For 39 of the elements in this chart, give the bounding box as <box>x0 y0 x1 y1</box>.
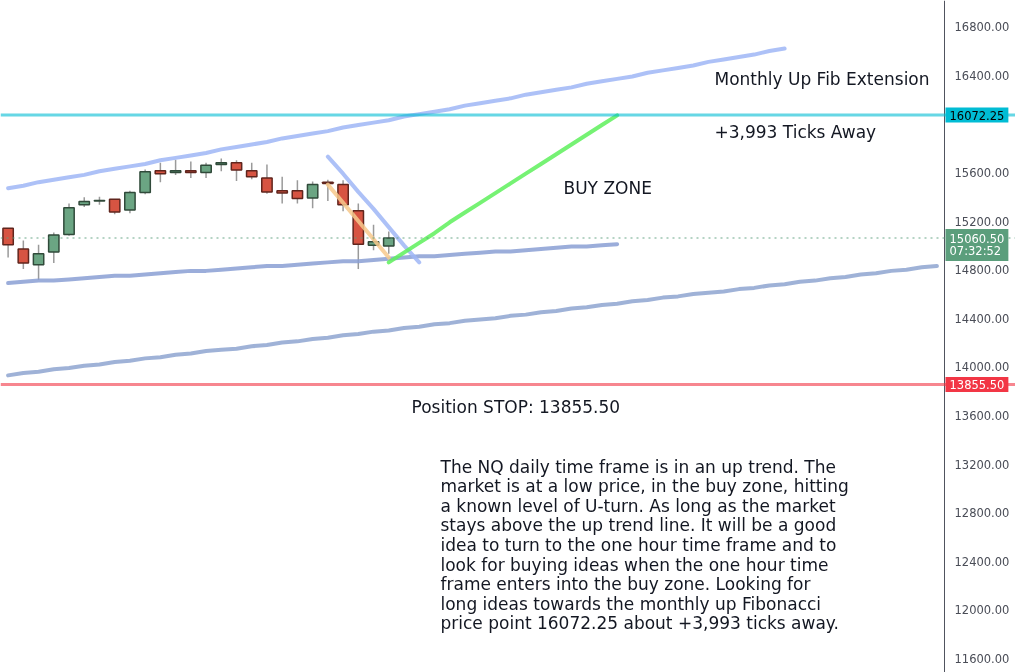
annotation: +3,993 Ticks Away <box>714 121 877 142</box>
candlestick <box>123 189 136 214</box>
y-tick-label: 14400.00 <box>954 311 1010 326</box>
annotation: Monthly Up Fib Extension <box>714 68 930 89</box>
candlestick <box>184 160 197 179</box>
candlestick <box>261 163 273 195</box>
y-tick-label: 11600.00 <box>954 652 1010 667</box>
candlestick <box>17 239 30 270</box>
candlestick <box>154 161 167 183</box>
candlestick <box>230 159 243 182</box>
y-tick-label: 15600.00 <box>954 165 1010 180</box>
candlestick <box>2 227 15 259</box>
candlestick <box>32 244 45 281</box>
ref-line-label: 16072.25 <box>949 108 1005 123</box>
candlestick <box>306 180 319 210</box>
line-series <box>325 154 422 265</box>
annotation: Position STOP: 13855.50 <box>411 396 621 417</box>
y-tick-label: 12800.00 <box>954 506 1010 521</box>
y-tick-label: 14800.00 <box>954 263 1010 278</box>
y-tick-label: 15200.00 <box>954 214 1010 229</box>
candlestick <box>139 168 152 196</box>
candlestick <box>291 179 304 205</box>
line-series <box>6 264 939 378</box>
y-tick-label: 16400.00 <box>954 68 1010 83</box>
y-tick-label: 13200.00 <box>954 457 1010 472</box>
line-series <box>6 242 620 286</box>
ref-line-label: 13855.50 <box>949 377 1005 392</box>
y-tick-label: 16800.00 <box>954 20 1010 35</box>
ref-line-label: 15060.50 07:32:52 <box>949 232 1005 258</box>
y-tick-label: 13600.00 <box>954 408 1010 423</box>
candlestick <box>382 230 395 255</box>
y-tick-label: 12000.00 <box>954 603 1010 618</box>
candlestick <box>276 175 289 205</box>
candlestick <box>321 178 334 202</box>
text: The NQ daily time frame is in an up trend. The market is at a low price, in the buy zone, hitting a known level of U-turn. As long as the market stays above the up trend line. It will be a good idea to turn to the one hour time frame and to look for buying ideas when the one hour time frame enters into the buy zone. Looking for long ideas towards the monthly up Fibonacci price point 16072.25 about +3,993 ticks away. <box>440 456 849 634</box>
candlestick <box>47 231 60 264</box>
y-tick-label: 12400.00 <box>954 554 1010 569</box>
annotation: BUY ZONE <box>563 177 652 198</box>
y-tick-label: 14000.00 <box>954 360 1010 375</box>
